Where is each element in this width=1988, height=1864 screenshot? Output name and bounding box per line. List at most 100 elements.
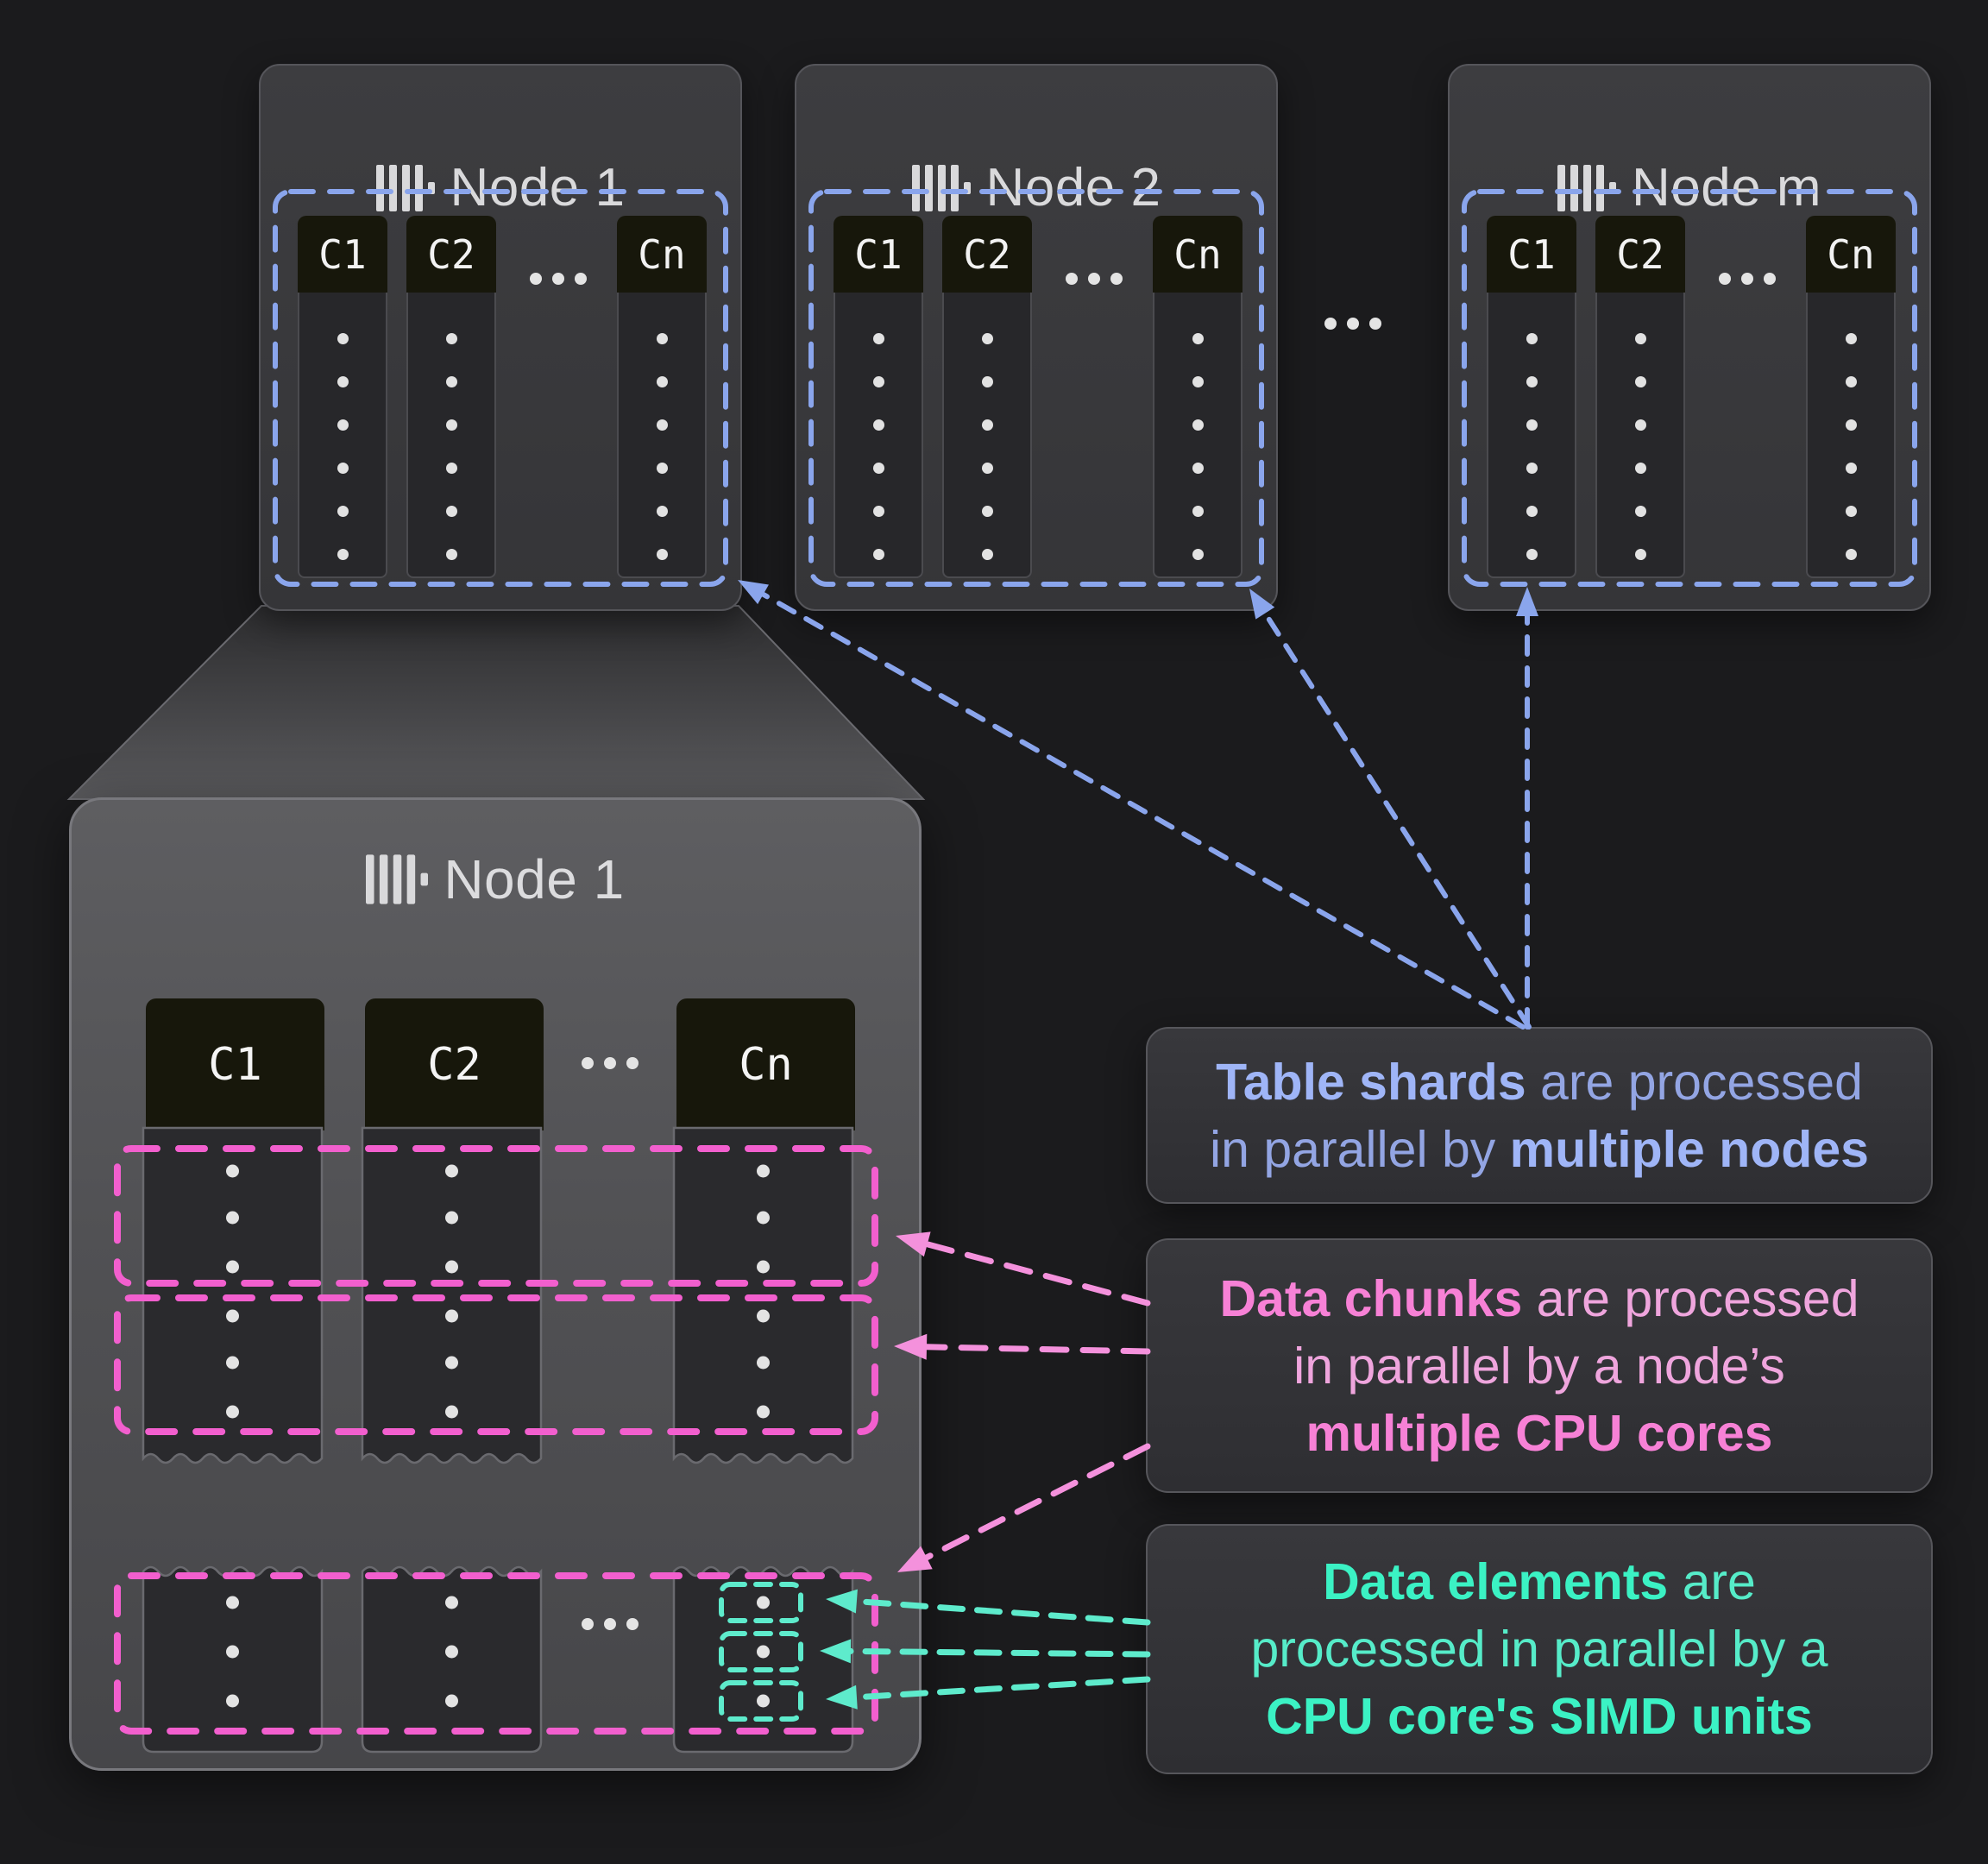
node-title-label: Node 1 [450, 158, 626, 217]
node-1-title: Node 1 [261, 159, 740, 217]
pink-arrow-to-chunk-2 [894, 1333, 1151, 1360]
column-data [1153, 293, 1242, 578]
data-dot [656, 506, 668, 517]
callout-line: Data chunks are processed [1219, 1265, 1859, 1332]
callout-table-shards: Table shards are processed in parallel b… [1146, 1027, 1933, 1204]
data-dot [1634, 419, 1646, 431]
data-dot [981, 463, 993, 474]
callout-line: in parallel by a node’s [1293, 1332, 1785, 1400]
callout-text-segment: processed in parallel by a [1250, 1621, 1828, 1678]
callout-line: processed in parallel by a [1250, 1615, 1828, 1683]
data-dot [1634, 506, 1646, 517]
node-title-label: Node 2 [985, 158, 1161, 217]
columns-ellipsis [524, 273, 593, 285]
column-c1: C1 [298, 216, 387, 578]
column-data [834, 293, 923, 578]
column-header: C1 [298, 216, 387, 293]
column-header-c2: C2 [365, 998, 544, 1130]
columns-ellipsis [576, 1618, 645, 1630]
callout-text-segment: in parallel by a node’s [1293, 1337, 1785, 1395]
node-title-label: Node m [1631, 158, 1822, 217]
column-data [298, 293, 387, 578]
data-dot [981, 333, 993, 344]
callout-data-elements: Data elements are processed in parallel … [1146, 1524, 1933, 1774]
data-dot [872, 376, 884, 387]
column-cn: Cn [1806, 216, 1896, 578]
callout-line: in parallel by multiple nodes [1210, 1116, 1869, 1183]
zoom-trapezoid [66, 605, 926, 800]
data-dot [1526, 376, 1538, 387]
data-dot [1192, 549, 1204, 560]
data-dot [1634, 333, 1646, 344]
data-dot [872, 549, 884, 560]
data-dot [337, 549, 349, 560]
data-dot [1634, 376, 1646, 387]
column-data [1487, 293, 1576, 578]
data-dot [1526, 506, 1538, 517]
callout-text-segment: are processed [1522, 1269, 1859, 1327]
column-c2: C2 [1595, 216, 1685, 578]
column-cn: Cn [1153, 216, 1242, 578]
data-dot [656, 333, 668, 344]
column-data [1595, 293, 1685, 578]
data-dot [1526, 549, 1538, 560]
callout-data-chunks: Data chunks are processed in parallel by… [1146, 1238, 1933, 1493]
data-dot [1845, 463, 1857, 474]
data-dot [981, 549, 993, 560]
data-dot [337, 333, 349, 344]
data-dot [1845, 376, 1857, 387]
data-dot [1634, 549, 1646, 560]
data-dot [656, 419, 668, 431]
column-header: C2 [1595, 216, 1685, 293]
column-data [942, 293, 1032, 578]
column-header: Cn [1153, 216, 1242, 293]
column-c1: C1 [834, 216, 923, 578]
data-dot [1192, 333, 1204, 344]
data-dot [445, 549, 457, 560]
callout-text-segment: multiple CPU cores [1305, 1404, 1773, 1462]
data-dot [981, 506, 993, 517]
data-dot [872, 463, 884, 474]
column-cn: Cn [617, 216, 707, 578]
data-dot [1192, 376, 1204, 387]
callout-text-segment: in parallel by [1210, 1120, 1510, 1178]
column-c1: C1 [1487, 216, 1576, 578]
data-dot [445, 333, 457, 344]
data-dot [1192, 506, 1204, 517]
columns-ellipsis [1060, 273, 1129, 285]
data-dot [1526, 419, 1538, 431]
column-header-c1: C1 [146, 998, 324, 1130]
callout-line: Data elements are [1323, 1548, 1756, 1615]
callout-line: Table shards are processed [1216, 1048, 1863, 1116]
column-header: Cn [1806, 216, 1896, 293]
db-bars-icon [911, 165, 971, 211]
data-dot [1526, 333, 1538, 344]
blue-arrow-to-node-m [1516, 587, 1538, 1030]
callout-text-segment: Data chunks [1219, 1269, 1523, 1327]
data-dot [1845, 333, 1857, 344]
column-data [617, 293, 707, 578]
column-header: C1 [834, 216, 923, 293]
data-dot [1634, 463, 1646, 474]
data-dot [337, 506, 349, 517]
callout-text-segment: Table shards [1216, 1053, 1526, 1111]
pink-arrow-to-chunk-3 [897, 1443, 1151, 1572]
nodes-ellipsis [1318, 318, 1387, 330]
zoomed-node-title: Node 1 [72, 850, 919, 909]
zoomed-node-1-card: Node 1 C1 C2 Cn [69, 797, 922, 1771]
column-header: C2 [942, 216, 1032, 293]
data-dot [1192, 463, 1204, 474]
node-m-title: Node m [1450, 159, 1929, 217]
column-c2: C2 [406, 216, 496, 578]
node-title-label: Node 1 [444, 848, 625, 910]
data-dot [1192, 419, 1204, 431]
data-dot [1845, 419, 1857, 431]
callout-text-segment: CPU core's SIMD units [1266, 1688, 1813, 1745]
columns-ellipsis [1713, 273, 1782, 285]
node-2-title: Node 2 [796, 159, 1276, 217]
data-dot [445, 463, 457, 474]
column-header: C2 [406, 216, 496, 293]
column-c2: C2 [942, 216, 1032, 578]
callout-text-segment: Data elements [1323, 1553, 1669, 1610]
